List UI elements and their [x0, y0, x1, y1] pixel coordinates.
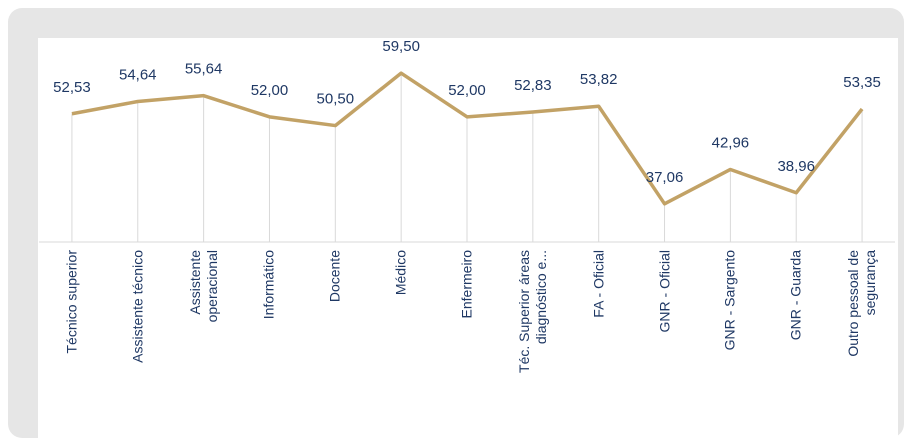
- data-label: 50,50: [317, 91, 355, 108]
- x-tick-label: Téc. Superior áreas diagnóstico e...: [515, 250, 549, 373]
- x-tick-label: Outro pessoal de segurança: [845, 250, 879, 357]
- x-tick-label: Médico: [392, 250, 409, 296]
- x-tick-label: GNR - Oficial: [656, 250, 673, 333]
- data-label: 52,53: [53, 79, 91, 96]
- x-tick-label: Docente: [326, 250, 343, 303]
- data-label: 59,50: [382, 38, 420, 55]
- data-label: 42,96: [712, 134, 750, 151]
- data-label: 38,96: [777, 158, 815, 175]
- plot-panel: [38, 38, 898, 438]
- x-tick-label: Técnico superior: [63, 250, 80, 354]
- data-label: 52,00: [251, 82, 289, 99]
- series-line: [71, 71, 864, 206]
- x-tick-label: Assistente técnico: [129, 250, 146, 363]
- data-label: 54,64: [119, 66, 157, 83]
- data-label: 55,64: [185, 61, 223, 78]
- x-tick-label: Enfermeiro: [458, 250, 475, 319]
- data-label: 52,83: [514, 77, 552, 94]
- data-label: 53,82: [580, 71, 618, 88]
- data-label: 52,00: [448, 82, 486, 99]
- x-tick-label: FA - Oficial: [590, 250, 607, 318]
- x-tick-label: GNR - Sargento: [721, 250, 738, 351]
- x-tick-label: GNR - Guarda: [787, 250, 804, 341]
- x-tick-label: Assistente operacional: [186, 250, 220, 323]
- x-tick-label: Informático: [260, 250, 277, 320]
- data-label: 53,35: [843, 74, 881, 91]
- data-label: 37,06: [646, 169, 684, 186]
